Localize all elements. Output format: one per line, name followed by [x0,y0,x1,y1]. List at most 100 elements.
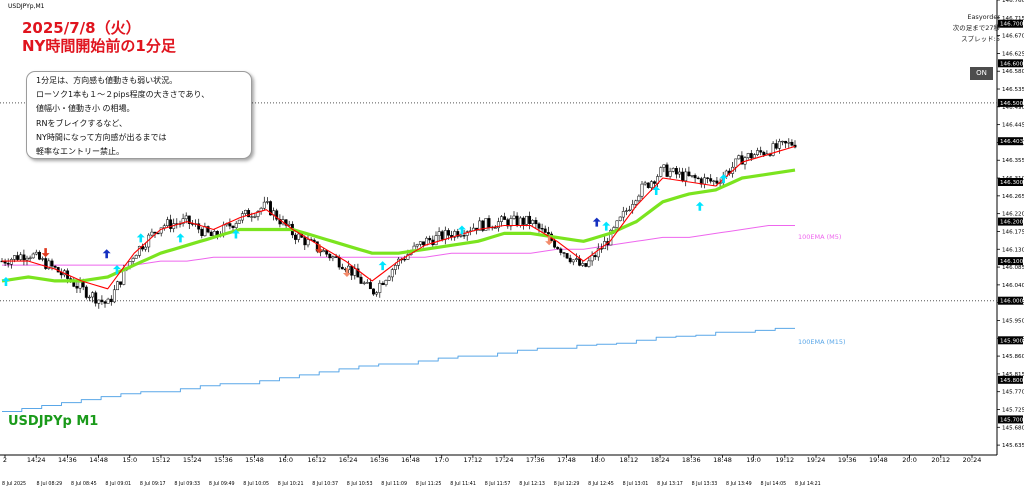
candle-body [303,237,307,246]
candle-body [247,210,251,218]
x-tick-label: 19:36 [838,456,857,464]
x-date-label: 8 Jul 14:05 [761,481,787,487]
candle-body [662,164,666,168]
candle-body [518,217,522,226]
x-date-label: 8 Jul 11:41 [450,481,476,487]
price-level-tag [998,137,1023,146]
candle-body [100,299,104,302]
x-date-label: 8 Jul 13:33 [692,481,718,487]
x-tick-label: 15:24 [183,456,202,464]
candle-body [715,180,719,184]
signal-arrow-up [112,265,121,275]
y-tick-label: 145.635 [1002,443,1024,449]
candle-body [44,258,48,269]
candle-body [578,258,582,266]
candle-body [525,215,528,225]
candle-body [671,168,675,172]
x-date-label: 8 Jul 10:37 [312,481,338,487]
candle-body [119,281,123,285]
candle-body [418,241,422,245]
price-level-label: 145.800 [1000,378,1024,384]
candle-body [590,255,594,262]
candle-body [615,220,619,228]
ema100-m15-line [2,327,795,412]
price-level-tag [998,217,1023,226]
candle-body [690,175,694,177]
candle-body [47,260,51,269]
signal-arrow-up [719,174,728,184]
x-date-label: 8 Jul 09:33 [174,481,200,487]
price-level-label: 146.500 [1000,101,1024,107]
y-tick-label: 146.040 [1002,283,1024,289]
chart-title-subtitle: NY時間開始前の1分足 [22,37,176,55]
candle-body [347,265,350,271]
candle-body [262,201,266,209]
x-date-label: 8 Jul 2025 [2,481,26,487]
candle-body [422,241,425,246]
candle-body [200,228,204,236]
candle-body [696,177,700,180]
candle-body [734,158,738,168]
y-tick-label: 145.725 [1002,408,1024,414]
candle-body [643,182,647,185]
candle-body [709,178,713,182]
x-date-label: 8 Jul 12:29 [554,481,580,487]
x-tick-label: 16:0 [278,456,293,464]
candle-body [584,263,588,267]
candle-body [53,265,57,268]
candle-body [87,296,91,299]
signal-arrow-up [102,249,111,259]
price-level-label: 146.100 [1000,259,1024,265]
x-date-label: 8 Jul 13:49 [726,481,752,487]
candle-body [628,209,631,212]
y-tick-label: 145.680 [1002,425,1024,431]
y-tick-label: 145.770 [1002,390,1024,396]
signal-arrow-down [342,267,351,277]
candle-body [428,237,432,241]
chart-title-date: 2025/7/8（火） [22,19,141,37]
candle-body [256,211,260,217]
candle-body [334,256,338,258]
candle-body [38,251,41,260]
candle-body [331,256,335,259]
x-tick-label: 19:48 [869,456,888,464]
symbol-tab: USDJPYp,M1 [8,3,45,10]
candle-body [543,228,547,233]
candle-body [350,265,354,276]
candle-body [244,210,247,214]
price-level-label: 146.700 [1000,22,1024,28]
candle-body [790,141,794,146]
candle-body [481,220,485,231]
candle-body [512,215,516,219]
candle-body [28,257,32,259]
price-level-tag [998,59,1023,68]
candle-body [97,299,101,304]
candle-body [359,276,363,284]
x-date-label: 8 Jul 08:29 [37,481,63,487]
note-line: 値幅小・値動き小 の相場。 [36,104,135,114]
x-date-label: 8 Jul 11:09 [381,481,407,487]
on-toggle-button[interactable]: ON [970,67,993,80]
candle-body [103,301,107,304]
signal-arrow-up [378,261,387,271]
x-tick-label: 18:24 [651,456,670,464]
candle-body [287,223,291,226]
note-line: 1分足は、方向感も値動きも弱い状況。 [36,76,178,85]
candle-body [106,298,110,304]
candle-body [365,282,369,284]
candle-body [406,254,410,260]
candle-body [515,215,519,226]
candle-body [759,150,763,153]
x-tick-label: 19:24 [807,456,826,464]
x-tick-label: 20:0 [902,456,917,464]
candle-body [440,231,444,240]
price-level-label: 146.300 [1000,180,1024,186]
note-line: ローソク1本も１～２pips程度の大きさであり、 [36,90,210,100]
candle-body [384,280,388,285]
candle-body [322,250,326,253]
candle-body [752,154,756,159]
easyorder-panel: Easyorder 次の足まで27秒 スプレッド:5 [953,12,1000,45]
candle-body [356,268,360,278]
x-date-label: 8 Jul 11:57 [485,481,511,487]
candle-body [771,143,775,156]
